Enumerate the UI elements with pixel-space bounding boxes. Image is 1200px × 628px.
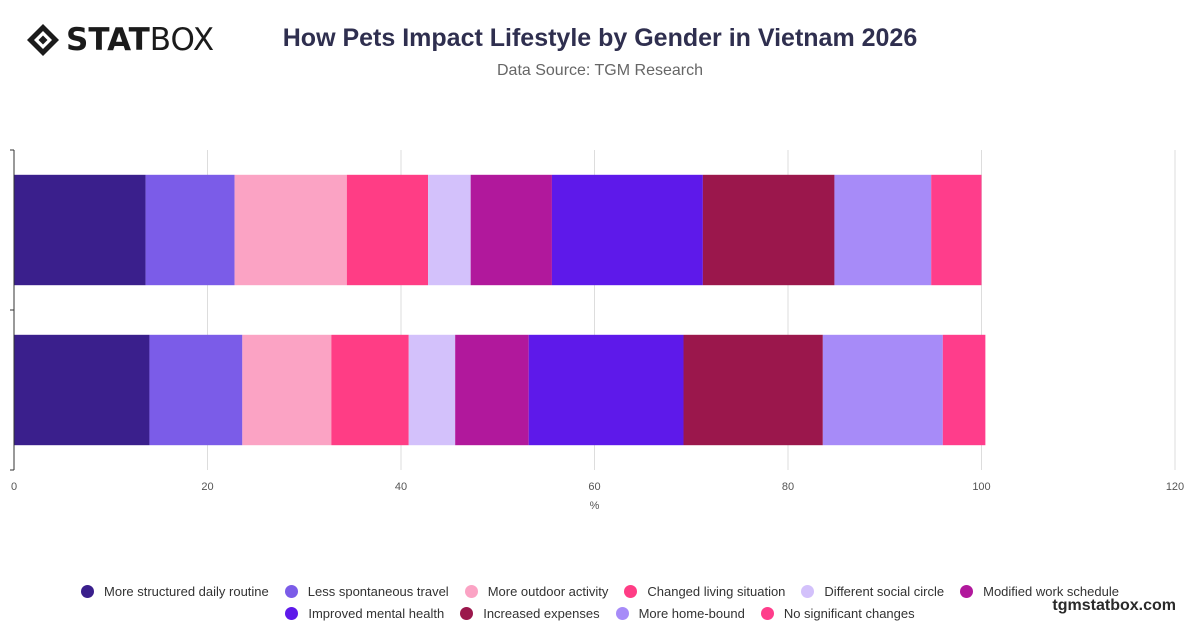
legend-item[interactable]: Different social circle <box>801 584 944 599</box>
legend-label: Modified work schedule <box>983 583 1119 599</box>
legend-swatch <box>960 584 974 598</box>
legend-item[interactable]: Changed living situation <box>624 584 785 599</box>
watermark: tgmstatbox.com <box>1052 597 1176 614</box>
chart-subtitle: Data Source: TGM Research <box>496 62 703 79</box>
bar-segment <box>346 174 429 286</box>
legend-label: Improved mental health <box>308 605 445 621</box>
bar-segment <box>331 334 409 446</box>
bar-segment <box>551 174 703 286</box>
x-tick-label: 120 <box>1166 481 1184 493</box>
x-tick-label: 80 <box>782 481 794 493</box>
bar-segment <box>834 174 932 286</box>
bar-segment <box>942 334 986 446</box>
x-tick-label: 60 <box>588 481 600 493</box>
bar-segment <box>234 174 347 286</box>
legend-item[interactable]: More structured daily routine <box>81 584 269 599</box>
legend-swatch <box>615 606 629 620</box>
legend-swatch <box>284 584 298 598</box>
bar-segment <box>149 334 243 446</box>
legend-item[interactable]: More home-bound <box>615 605 745 621</box>
legend-label: Increased expenses <box>483 605 600 621</box>
legend-swatch <box>760 606 774 620</box>
legend-label: Different social circle <box>824 583 945 599</box>
legend-swatch <box>285 606 299 620</box>
bar-segment <box>702 174 835 286</box>
legend-row: Improved mental health Increased expenses… <box>0 602 1200 624</box>
bar-segment <box>470 174 552 286</box>
legend-item[interactable]: No significant changes <box>760 605 915 621</box>
x-tick-label: 100 <box>972 481 990 493</box>
legend-item[interactable]: Modified work schedule <box>960 584 1119 599</box>
legend-row: More structured daily routine Less sponta… <box>0 580 1200 602</box>
logo-text-light: BOX <box>149 22 215 58</box>
chart-legend: More structured daily routine Less sponta… <box>0 580 1200 624</box>
legend-label: More outdoor activity <box>487 583 609 599</box>
bar-segment <box>14 334 150 446</box>
logo-text: STATBOX <box>66 22 214 58</box>
bar-segment <box>408 334 456 446</box>
legend-item[interactable]: Less spontaneous travel <box>284 583 449 599</box>
logo-text-bold: STAT <box>66 22 150 58</box>
stacked-bar-chart: 0 20 40 60 80 100 120% <box>10 149 1184 512</box>
legend-swatch <box>624 584 638 598</box>
bar-segment <box>455 334 529 446</box>
x-tick-label: 0 <box>11 481 17 493</box>
legend-swatch <box>81 584 95 598</box>
bar-segment <box>145 174 235 286</box>
legend-label: More structured daily routine <box>104 583 269 599</box>
legend-label: More home-bound <box>638 605 745 621</box>
legend-label: Changed living situation <box>647 583 786 599</box>
bar-segment <box>683 334 823 446</box>
legend-swatch <box>801 584 815 598</box>
legend-swatch <box>464 584 478 598</box>
legend-item[interactable]: Improved mental health <box>285 606 444 621</box>
x-tick-label: 20 <box>201 481 213 493</box>
bar-segment <box>931 174 982 286</box>
bar-segment <box>242 334 332 446</box>
bar-segment <box>14 174 146 286</box>
legend-label: Less spontaneous travel <box>307 583 449 599</box>
statbox-logo: STATBOX <box>26 22 214 58</box>
chart-title: How Pets Impact Lifestyle by Gender in V… <box>282 24 918 52</box>
x-tick-label: 40 <box>395 481 407 493</box>
bar-segment <box>528 334 684 446</box>
statbox-diamond-icon <box>27 24 59 56</box>
legend-swatch <box>460 606 474 620</box>
x-axis-label: % <box>590 500 600 512</box>
bar-segment <box>428 174 471 286</box>
legend-item[interactable]: More outdoor activity <box>464 583 609 599</box>
legend-label: No significant changes <box>783 605 915 621</box>
legend-item[interactable]: Increased expenses <box>460 605 600 621</box>
bar-segment <box>822 334 943 446</box>
